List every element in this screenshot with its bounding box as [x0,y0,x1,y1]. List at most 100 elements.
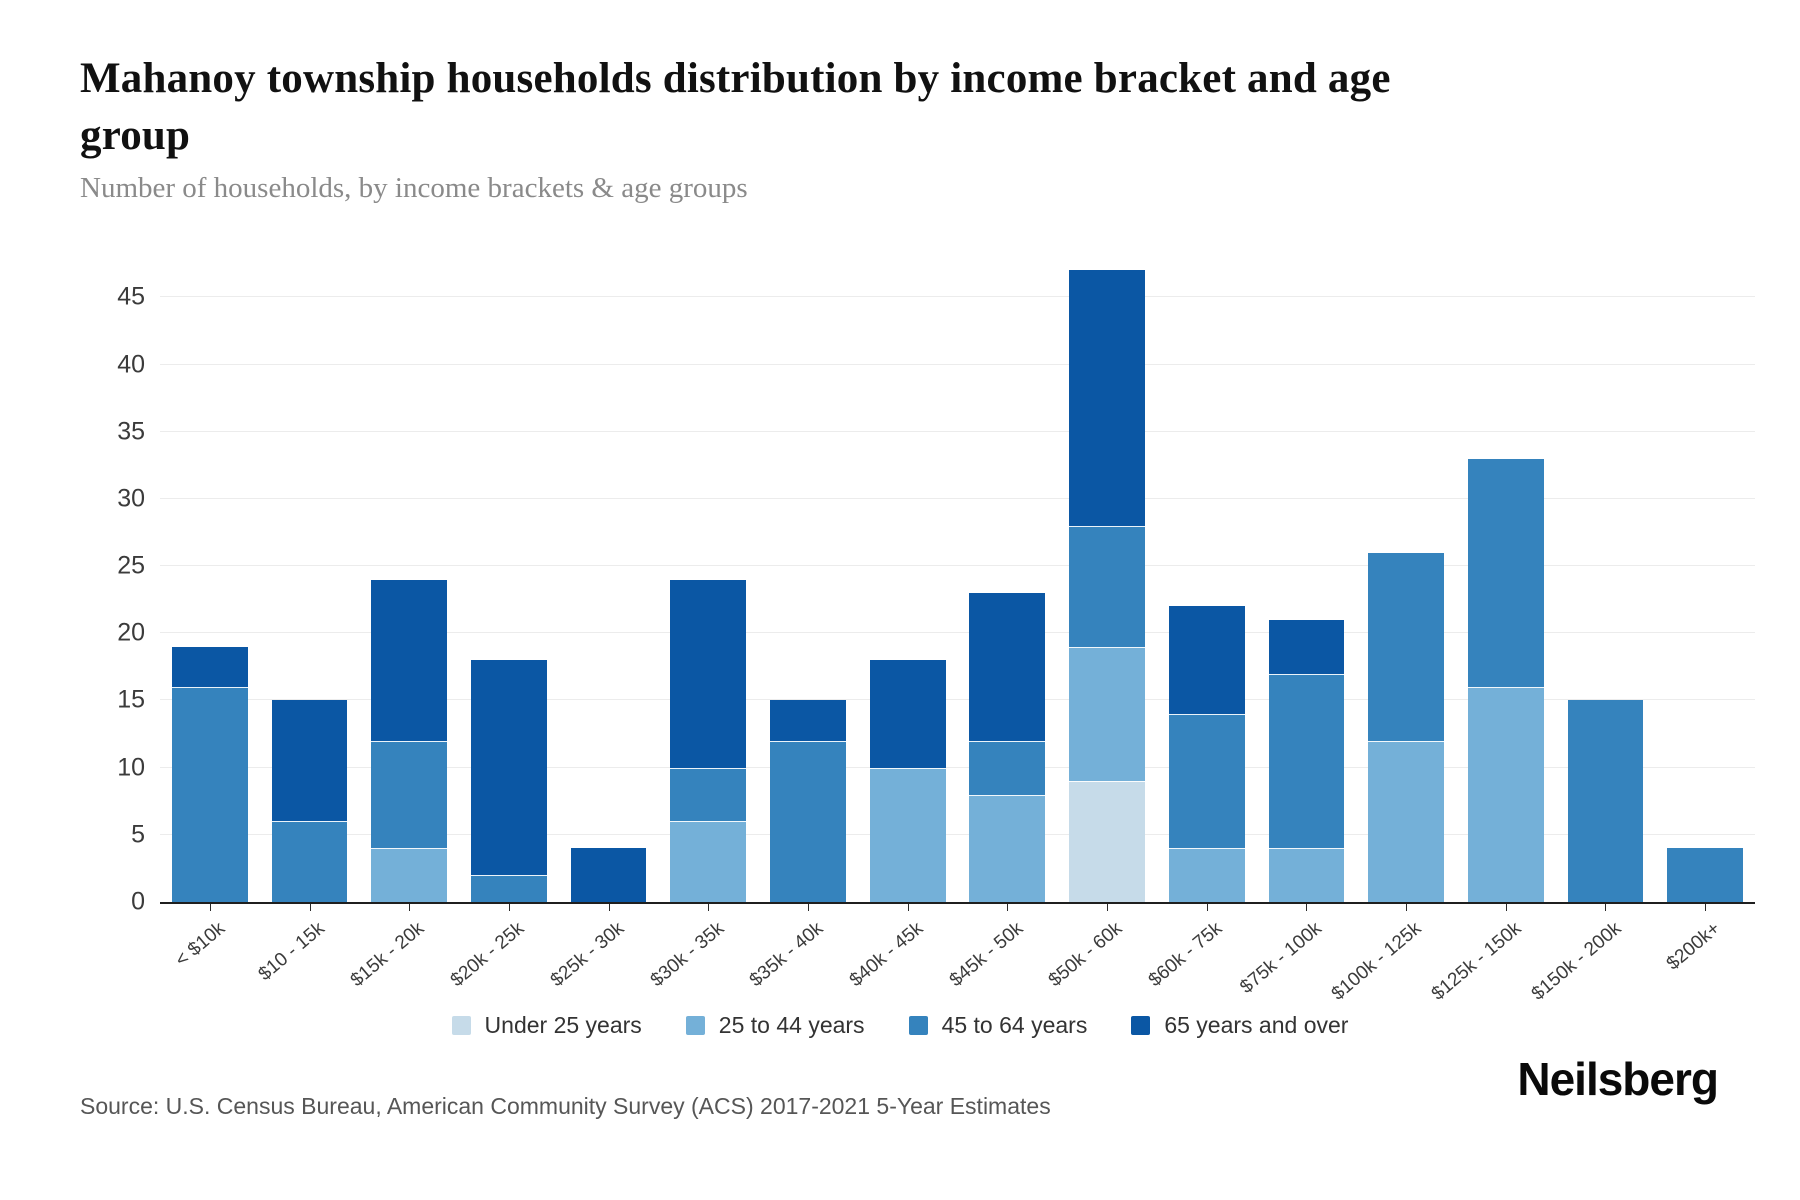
bar-segment[interactable] [670,821,747,902]
bar-segment[interactable] [570,848,647,902]
bar-segment[interactable] [1467,458,1544,687]
y-axis-tick-label: 45 [117,282,145,311]
neilsberg-logo: Neilsberg [1517,1053,1719,1105]
x-axis-tick-label: $60k - 75k [1144,918,1227,992]
x-tick-mark [1505,904,1507,911]
x-tick-mark [807,904,809,911]
bar-stack[interactable] [869,660,946,902]
bar-stack[interactable] [1268,619,1345,902]
bar-segment[interactable] [1268,619,1345,674]
x-axis-tick-label: $40k - 45k [845,918,928,992]
x-axis-tick-label: $30k - 35k [646,918,728,992]
bar-stack[interactable] [570,848,647,902]
bar-segment[interactable] [670,767,747,822]
bar-stack[interactable] [371,579,448,902]
bar-stack[interactable] [171,646,248,902]
bar-segment[interactable] [271,821,348,902]
bar-segment[interactable] [1069,525,1145,647]
bar-segment[interactable] [1069,781,1145,902]
bar-segment[interactable] [171,646,248,687]
bar-segment[interactable] [1467,687,1544,902]
x-tick-mark [1306,904,1308,911]
bar-stack[interactable] [271,700,348,902]
bar-segment[interactable] [670,579,747,768]
x-axis-tick-label: $45k - 50k [945,918,1027,992]
x-tick-mark [708,904,710,911]
bar-segment[interactable] [770,740,846,902]
bar-segment[interactable] [1667,848,1744,902]
y-axis-tick-label: 15 [117,685,145,714]
x-axis-tick-label: $50k - 60k [1045,918,1127,992]
bar-stack[interactable] [1667,848,1744,902]
bar-stack[interactable] [1069,270,1145,902]
bar-segment[interactable] [969,592,1046,741]
y-axis-tick-label: 20 [117,618,145,647]
source-note: Source: U.S. Census Bureau, American Com… [80,1093,1051,1119]
legend-label: 65 years and over [1164,1012,1349,1038]
bar-stack[interactable] [1368,552,1444,902]
bar-segment[interactable] [1368,740,1444,902]
x-tick-mark [907,904,909,911]
bar-stack[interactable] [1168,606,1245,902]
bar-segment[interactable] [969,794,1046,902]
bar-stack[interactable] [969,592,1046,902]
x-axis-tick-label: < $10k [171,918,230,972]
bar-segment[interactable] [1168,606,1245,714]
x-tick-mark [309,904,311,911]
gridline [160,296,1755,298]
x-axis-tick-label: $75k - 100k [1236,918,1326,998]
bar-segment[interactable] [869,767,946,902]
x-tick-mark [1007,904,1009,911]
bar-segment[interactable] [371,740,448,849]
bar-segment[interactable] [171,687,248,902]
gridline [160,766,1755,768]
bar-segment[interactable] [1168,713,1245,849]
x-tick-mark [508,904,510,911]
y-axis-tick-label: 0 [131,887,145,916]
bar-segment[interactable] [869,660,946,768]
bar-stack[interactable] [1567,700,1644,902]
bar-segment[interactable] [1268,673,1345,849]
legend-swatch-icon [451,1016,471,1035]
x-axis-tick-label: $10 - 15k [254,918,330,986]
x-axis-tick-label: $100k - 125k [1327,918,1426,1005]
bar-segment[interactable] [1069,270,1145,526]
bar-stack[interactable] [670,579,747,902]
bar-segment[interactable] [1069,646,1145,782]
legend-item[interactable]: 65 years and over [1131,1012,1348,1039]
bar-segment[interactable] [1168,848,1245,902]
bar-stack[interactable] [471,660,547,902]
gridline [160,430,1755,432]
legend-item[interactable]: 45 to 64 years [908,1012,1087,1039]
bar-segment[interactable] [969,740,1046,795]
bar-segment[interactable] [1268,848,1345,902]
bar-segment[interactable] [371,579,448,741]
x-axis-tick-label: $150k - 200k [1527,918,1625,1005]
bar-segment[interactable] [371,848,448,902]
page-title-line2: group [80,112,191,159]
bar-segment[interactable] [770,700,846,741]
legend-label: 25 to 44 years [718,1012,865,1038]
y-axis-tick-label: 30 [117,484,145,513]
bar-segment[interactable] [471,875,547,902]
bars-layer [160,257,1755,902]
gridline [160,833,1755,835]
gridline [160,565,1755,567]
bar-stack[interactable] [1467,458,1544,902]
chart-subtitle: Number of households, by income brackets… [80,172,748,204]
x-tick-mark [409,904,411,911]
bar-segment[interactable] [1567,700,1644,902]
bar-segment[interactable] [471,660,547,876]
page-title-line1: Mahanoy township households distribution… [80,55,1391,102]
bar-stack[interactable] [770,700,846,902]
x-tick-mark [1406,904,1408,911]
legend-item[interactable]: Under 25 years [451,1012,642,1039]
bar-segment[interactable] [1368,552,1444,741]
x-tick-mark [209,904,211,911]
legend-item[interactable]: 25 to 44 years [685,1012,865,1039]
x-tick-mark [1206,904,1208,911]
gridline [160,699,1755,701]
x-axis-tick-label: $200k+ [1662,918,1725,975]
bar-segment[interactable] [271,700,348,822]
